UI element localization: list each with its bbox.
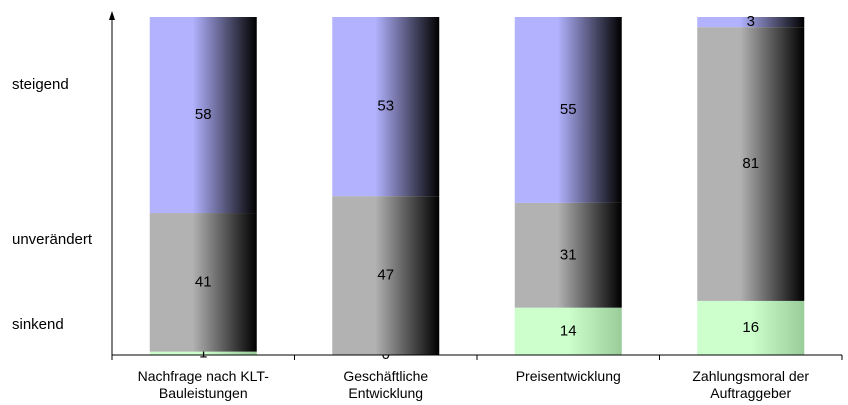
data-label: 3: [747, 13, 755, 30]
data-label: 16: [742, 319, 759, 336]
y-axis-arrow: [109, 11, 115, 20]
bar-segment: [697, 300, 805, 355]
data-label: 47: [377, 267, 394, 284]
data-label: 53: [377, 98, 394, 115]
legend-label: unverändert: [12, 231, 93, 248]
data-label: 31: [560, 246, 577, 263]
data-label: 81: [742, 155, 759, 172]
bar-segment: [514, 202, 622, 308]
data-label: 1: [199, 344, 207, 361]
data-label: 55: [560, 101, 577, 118]
legend-label: steigend: [12, 76, 69, 93]
x-tick-label: Preisentwicklung: [515, 368, 621, 384]
x-tick-label: Zahlungsmoral der Auftraggeber: [692, 368, 810, 401]
legend-label: sinkend: [12, 316, 64, 333]
bar-segment: [332, 196, 440, 355]
data-label: 14: [560, 322, 577, 339]
x-tick-label: Nachfrage nach KLT-Bauleistungen: [137, 368, 269, 401]
bar-segment: [149, 351, 257, 355]
bar-segment: [514, 17, 622, 203]
data-label: 58: [195, 106, 212, 123]
bar-segment: [332, 17, 440, 197]
x-tick-label: Geschäftliche Entwicklung: [343, 368, 429, 401]
bar-segment: [149, 17, 257, 214]
data-label: 41: [195, 273, 212, 290]
bar-segment: [514, 307, 622, 355]
bar-segment: [149, 213, 257, 352]
bar-segment: [697, 27, 805, 301]
bar-segment: [697, 17, 805, 28]
